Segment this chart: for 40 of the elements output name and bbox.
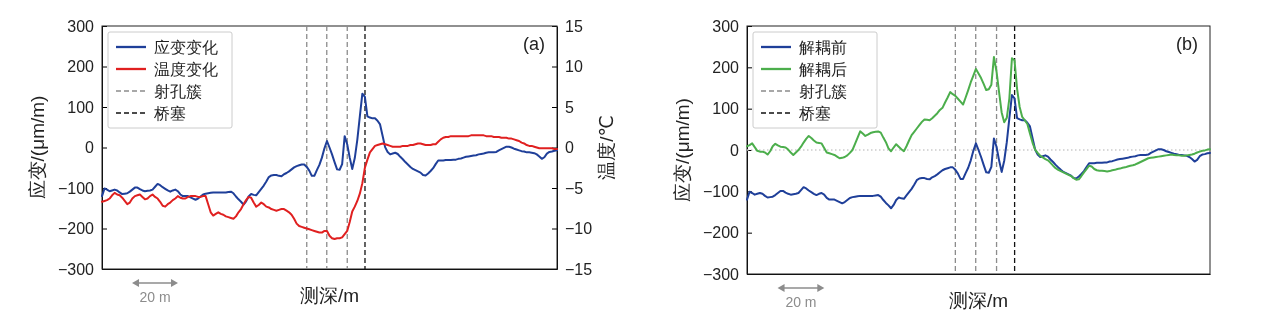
text: 射孔簇 [799,83,847,100]
y-tick-label: 100 [67,98,95,116]
y-tick-label: 200 [712,58,740,76]
chart-title: (a) [523,34,545,54]
chart-title: (b) [1176,34,1198,54]
y2-tick-label: 5 [565,98,574,116]
y-tick-label: 200 [67,58,95,76]
y2-tick-label: 10 [565,58,583,76]
y-tick-label: −200 [57,220,95,238]
y-tick-label: −300 [702,265,740,283]
line-series [746,56,1211,181]
y2-tick-label: −10 [565,220,593,238]
y2-tick-label: 15 [565,17,583,35]
legend-label: 解耦前 [799,39,847,56]
y2-tick-label: −5 [565,179,584,197]
y-tick-label: −200 [702,224,740,242]
y2-axis-title: 温度/℃ [596,115,617,180]
x-axis-title: 测深/m [299,285,360,306]
text: 20 m [139,289,171,305]
text: 桥塞 [799,105,831,122]
y-tick-label: 0 [730,141,740,159]
y-axis-title: 应变/(μm/m) [672,98,693,202]
y-axis-title: 应变/(μm/m) [27,95,48,200]
y-tick-label: 300 [712,17,740,35]
y-tick-label: 0 [85,139,95,157]
y-tick-label: 100 [712,100,740,118]
x-axis-title: 测深/m [948,290,1009,311]
legend-label: 应变变化 [154,39,218,56]
text: 射孔簇 [154,83,202,100]
text: 桥塞 [154,105,186,122]
y2-tick-label: −15 [565,260,593,278]
legend-label: 解耦后 [799,61,847,78]
text: 20 m [785,294,817,310]
y-tick-label: −100 [57,179,95,197]
legend-label: 温度变化 [154,61,218,78]
line-series [101,134,558,241]
y2-tick-label: 0 [565,139,574,157]
y-tick-label: 300 [67,17,95,35]
y-tick-label: −300 [57,260,95,278]
y-tick-label: −100 [702,182,740,200]
